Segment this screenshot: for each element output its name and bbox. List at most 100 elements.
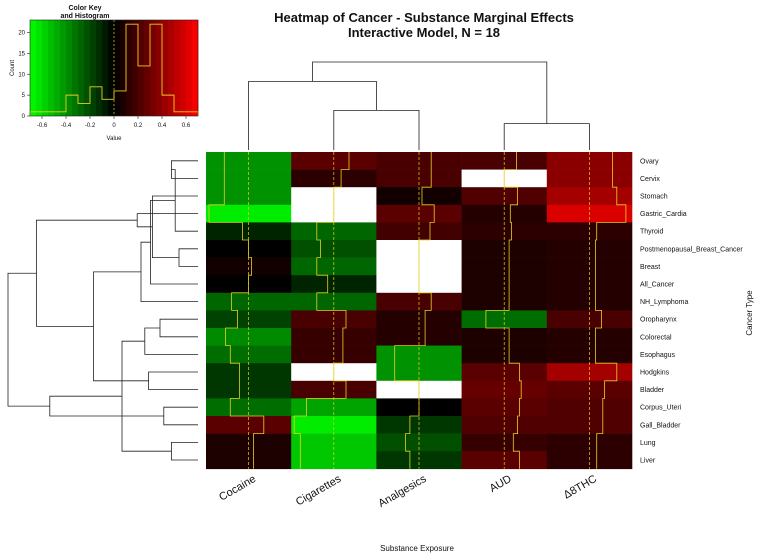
cell-Stomach-AUD	[461, 187, 548, 206]
color-key-band-18	[138, 20, 145, 116]
color-key-band-8	[78, 20, 85, 116]
row-label-Ovary: Ovary	[640, 158, 659, 165]
dendro-link-13	[93, 271, 149, 382]
color-key-band-27	[192, 20, 199, 116]
row-label-Lung: Lung	[640, 440, 656, 447]
cell-Liver-Cigarettes	[291, 451, 377, 470]
color-key-band-23	[168, 20, 175, 116]
cell-Thyroid-Analgesics	[376, 222, 462, 241]
dendro-link-11	[136, 213, 198, 228]
cell-Ovary-Analgesics	[376, 152, 462, 170]
color-key-band-24	[174, 20, 181, 116]
cell-NH_Lymphoma-Cigarettes	[291, 292, 377, 311]
cell-Breast-Cocaine	[206, 257, 292, 276]
dendro-link-12	[121, 340, 172, 452]
heatmap-traces	[208, 152, 627, 469]
color-key-ytick-label-0: 0	[22, 114, 26, 120]
row-label-Gastric_Cardia: Gastric_Cardia	[640, 211, 687, 218]
cell-Liver-AUD	[461, 451, 548, 470]
color-key-xtick-label-0: -0.6	[37, 123, 48, 129]
cell-NH_Lymphoma-Cocaine	[206, 292, 292, 311]
color-key-ytick-label-2: 10	[18, 72, 25, 78]
color-key-ytick-label-3: 15	[18, 51, 25, 57]
row-label-Breast: Breast	[640, 264, 660, 271]
color-key-band-1	[36, 20, 43, 116]
cell-Colorectal-Analgesics	[376, 328, 462, 346]
color-key-band-19	[144, 20, 151, 116]
cell-Thyroid-Cigarettes	[291, 222, 377, 241]
column-label-Δ8THC: Δ8THC	[562, 473, 599, 501]
row-label-Cervix: Cervix	[640, 176, 660, 183]
row-label-Stomach: Stomach	[640, 194, 668, 201]
color-key-band-16	[126, 20, 133, 116]
cell-Colorectal-Δ8THC	[546, 328, 633, 346]
cell-Colorectal-Cocaine	[206, 328, 292, 346]
row-label-Hodgkins: Hodgkins	[640, 370, 670, 377]
dendro-link-2	[248, 80, 377, 150]
row-labels: Ovary Cervix Stomach Gastric_Cardia Thyroid P…	[640, 158, 743, 464]
color-key-histogram	[29, 20, 199, 116]
cell-NH_Lymphoma-AUD	[461, 292, 548, 311]
trace-AUD	[485, 152, 522, 469]
color-key-band-12	[102, 20, 109, 116]
dendro-link-1	[503, 123, 590, 150]
cell-NH_Lymphoma-Δ8THC	[546, 292, 633, 311]
cell-Stomach-Δ8THC	[546, 187, 633, 206]
dendro-link-10	[140, 241, 198, 302]
cell-Liver-Cocaine	[206, 451, 292, 470]
dendro-link-3	[171, 442, 198, 461]
row-dendrogram	[7, 160, 198, 461]
row-label-Gall_Bladder: Gall_Bladder	[640, 422, 681, 429]
row-label-Thyroid: Thyroid	[640, 229, 663, 236]
row-label-Corpus_Uteri: Corpus_Uteri	[640, 405, 682, 412]
y-axis-title: Cancer Type	[745, 290, 754, 336]
color-key-band-22	[162, 20, 169, 116]
dendro-link-14	[49, 395, 164, 417]
chart-subtitle: Interactive Model, N = 18	[348, 25, 500, 40]
dendro-link-4	[163, 406, 198, 426]
cell-Ovary-Cocaine	[206, 152, 292, 170]
color-key-band-5	[60, 20, 67, 116]
dendro-link-7	[150, 200, 198, 285]
color-key-band-7	[72, 20, 79, 116]
color-key-ylabel: Count	[10, 60, 16, 76]
cell-Thyroid-AUD	[461, 222, 548, 241]
dendro-link-0	[333, 110, 420, 150]
cell-Liver-Δ8THC	[546, 451, 633, 470]
color-key-xtick-label-6: 0.6	[182, 123, 191, 129]
dendro-link-9	[144, 327, 198, 355]
color-key-band-0	[30, 20, 37, 116]
color-key-xlabel: Value	[107, 136, 123, 142]
color-key-band-20	[150, 20, 157, 116]
color-key-band-4	[54, 20, 61, 116]
cell-Breast-AUD	[461, 257, 548, 276]
cell-Ovary-Cigarettes	[291, 152, 377, 170]
dendro-link-3	[312, 61, 548, 124]
trace-Cocaine	[208, 152, 265, 469]
cell-Colorectal-Cigarettes	[291, 328, 377, 346]
cell-Colorectal-AUD	[461, 328, 548, 346]
trace-Δ8THC	[595, 152, 627, 469]
color-key-band-6	[66, 20, 73, 116]
color-key-band-11	[96, 20, 103, 116]
color-key-band-21	[156, 20, 163, 116]
column-dendrogram	[248, 61, 590, 150]
color-key-title: Color Key	[68, 5, 101, 12]
dendro-link-8	[148, 371, 198, 390]
cell-Stomach-Analgesics	[376, 187, 462, 206]
dendro-link-5	[159, 318, 198, 338]
row-label-Postmenopausal_Breast_Cancer: Postmenopausal_Breast_Cancer	[640, 246, 743, 253]
color-key-band-9	[84, 20, 91, 116]
cell-Ovary-AUD	[461, 152, 548, 170]
dendro-link-2	[171, 169, 198, 232]
cell-Breast-Cigarettes	[291, 257, 377, 276]
color-key-axes: -0.6 -0.4 -0.2 0 0.2 0.4 0.6 0 5 10 15 20	[18, 19, 199, 129]
chart-title: Heatmap of Cancer - Substance Marginal E…	[274, 10, 574, 25]
row-label-Colorectal: Colorectal	[640, 334, 672, 341]
cell-NH_Lymphoma-Analgesics	[376, 292, 462, 311]
cell-Thyroid-Cocaine	[206, 222, 292, 241]
color-key-band-26	[186, 20, 193, 116]
column-label-AUD: AUD	[488, 473, 514, 495]
color-key-xtick-label-4: 0.2	[134, 123, 143, 129]
